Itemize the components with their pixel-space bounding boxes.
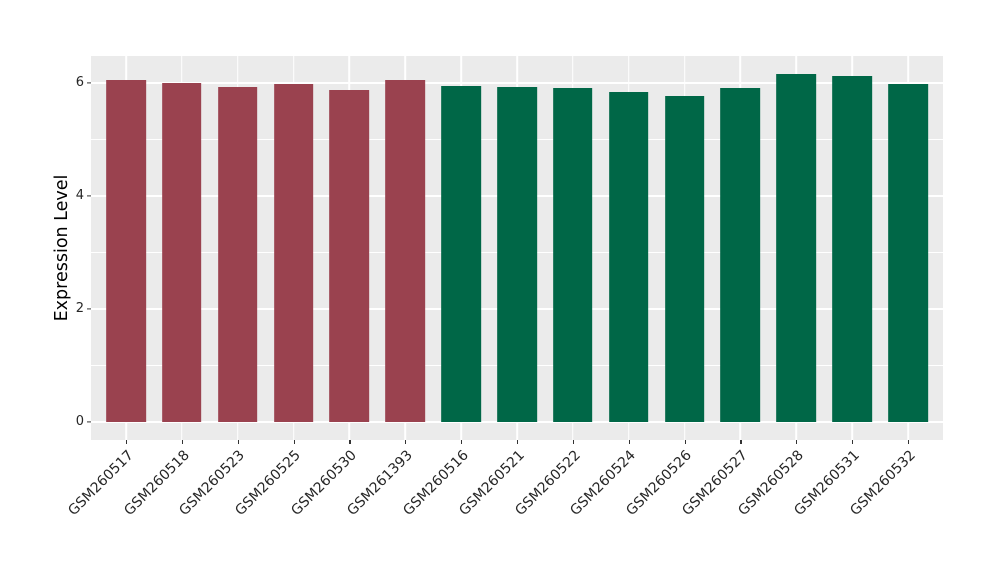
bar-GSM260516 bbox=[441, 86, 481, 422]
bar-slot: GSM260527 bbox=[679, 56, 768, 519]
bar-GSM260525 bbox=[273, 83, 314, 422]
y-tick-label-0: 0 bbox=[75, 414, 84, 429]
bar-slot: GSM260521 bbox=[456, 56, 545, 519]
bar-slot: GSM260525 bbox=[233, 56, 322, 519]
bar-slot: GSM261393 bbox=[344, 56, 433, 519]
bar-slots: GSM260517 GSM260518 GSM260523 GSM260525 … bbox=[65, 56, 943, 519]
x-axis-tick-mark bbox=[293, 440, 295, 444]
y-axis-tick-mark bbox=[86, 195, 91, 197]
bar-slot: GSM260524 bbox=[568, 56, 657, 519]
y-tick-label-6: 6 bbox=[75, 74, 84, 90]
y-tick-label-2: 2 bbox=[75, 300, 84, 316]
x-axis-tick-mark bbox=[237, 440, 239, 444]
bar-GSM260526 bbox=[664, 95, 705, 422]
bar-GSM260522 bbox=[552, 87, 593, 422]
x-axis-tick-mark bbox=[181, 440, 183, 444]
x-axis-tick-mark bbox=[796, 440, 798, 444]
x-axis-tick-mark bbox=[349, 440, 351, 444]
bar-slot: GSM260523 bbox=[177, 56, 266, 519]
bar-slot: GSM260516 bbox=[400, 56, 489, 519]
bar-slot: GSM260532 bbox=[847, 56, 936, 519]
x-axis-tick-mark bbox=[405, 440, 407, 444]
bar-slot: GSM260522 bbox=[512, 56, 601, 519]
x-axis-tick-mark bbox=[516, 440, 519, 444]
x-axis-tick-mark bbox=[740, 440, 742, 444]
y-axis-tick-mark bbox=[86, 421, 91, 423]
x-axis-tick-mark bbox=[572, 440, 574, 444]
bar-GSM260524 bbox=[608, 91, 649, 422]
y-axis-tick-mark bbox=[86, 82, 91, 84]
bar-GSM260532 bbox=[888, 83, 928, 422]
bar-GSM260530 bbox=[329, 90, 370, 422]
x-axis-tick-mark bbox=[684, 440, 686, 444]
bar-slot: GSM260526 bbox=[624, 56, 713, 519]
x-axis-tick-mark bbox=[125, 440, 128, 444]
bar-slot: GSM260518 bbox=[121, 56, 210, 519]
plot-panel: GSM260517 GSM260518 GSM260523 GSM260525 … bbox=[65, 56, 943, 519]
bar-GSM260527 bbox=[720, 87, 761, 422]
x-axis-tick-mark bbox=[852, 440, 854, 444]
bar-GSM260523 bbox=[217, 87, 258, 422]
bar-slot: GSM260530 bbox=[288, 56, 377, 519]
bar-GSM260521 bbox=[497, 87, 537, 422]
bar-slot: GSM260531 bbox=[791, 56, 880, 519]
bar-GSM260517 bbox=[106, 79, 146, 422]
y-axis-tick-mark bbox=[86, 308, 91, 310]
x-axis-tick-mark bbox=[461, 440, 463, 444]
x-axis-tick-mark bbox=[907, 440, 910, 444]
bar-slot: GSM260517 bbox=[65, 56, 154, 519]
bar-GSM261393 bbox=[385, 79, 426, 422]
bar-GSM260518 bbox=[161, 82, 202, 422]
bar-GSM260528 bbox=[776, 74, 817, 422]
bar-GSM260531 bbox=[832, 75, 872, 422]
x-axis-tick-mark bbox=[628, 440, 630, 444]
bar-slot: GSM260528 bbox=[735, 56, 824, 519]
y-tick-label-4: 4 bbox=[75, 187, 84, 203]
